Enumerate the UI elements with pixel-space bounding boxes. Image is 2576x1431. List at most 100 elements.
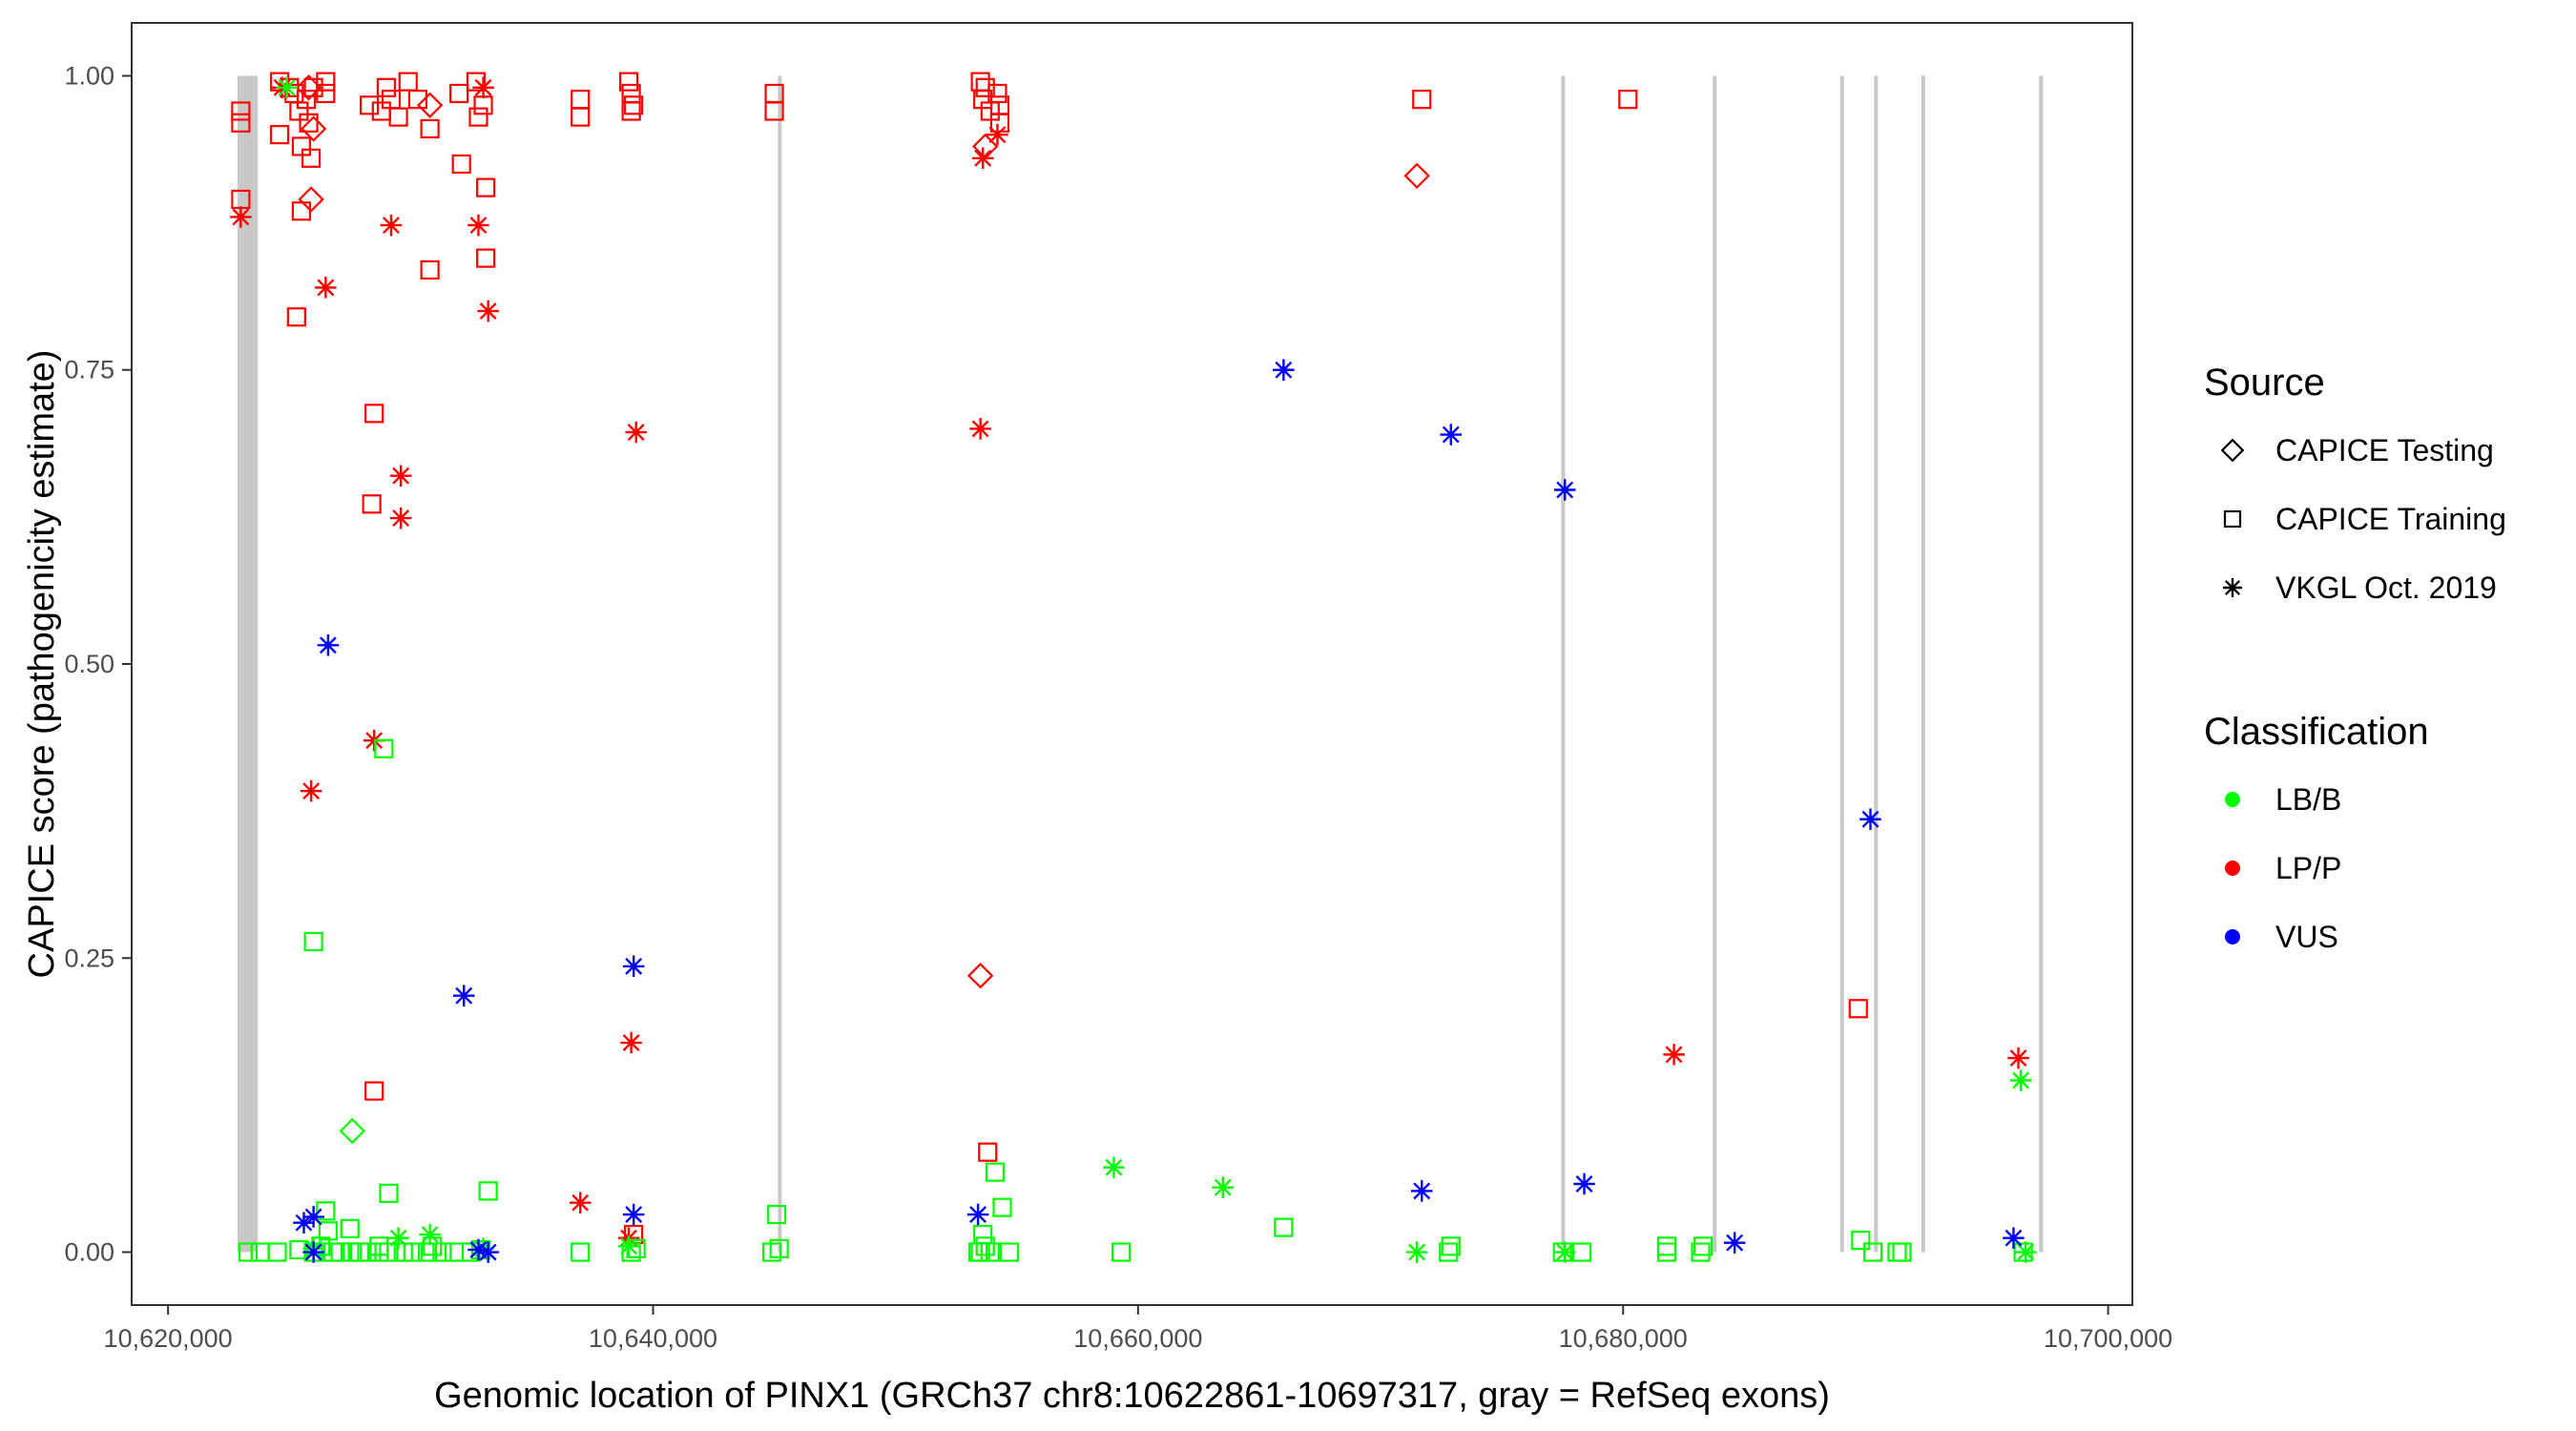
data-point (300, 115, 327, 142)
exon-layer (237, 75, 2044, 1253)
data-point (302, 1206, 324, 1228)
data-point (1693, 1236, 1714, 1256)
data-point (571, 107, 591, 127)
data-point (379, 1242, 399, 1262)
axis-layer: 10,620,000 10,640,000 10,660,000 10,680,000… (64, 61, 2172, 1353)
data-point (1656, 1242, 1677, 1262)
y-tick-label: 0.75 (64, 356, 114, 384)
data-point (403, 1242, 423, 1262)
series-square-lp-p (231, 72, 1868, 1245)
data-point (449, 83, 469, 104)
exon-3 (1561, 75, 1566, 1253)
data-point (420, 118, 440, 139)
data-point (238, 1242, 259, 1262)
data-point (318, 1221, 338, 1241)
data-point (624, 95, 644, 115)
data-point (1273, 359, 1295, 381)
data-point (622, 1203, 645, 1226)
data-point (625, 421, 647, 444)
data-point (621, 101, 641, 121)
data-point (374, 738, 394, 758)
data-point (571, 90, 591, 110)
exon-4 (1713, 75, 1717, 1253)
legend-key-square (2223, 509, 2242, 529)
data-point (1553, 1241, 1576, 1263)
data-point (987, 123, 1008, 146)
exon-2 (778, 75, 782, 1253)
data-point (769, 1238, 789, 1258)
data-point (388, 107, 408, 127)
data-point (330, 1242, 350, 1262)
data-point (1411, 1180, 1433, 1202)
data-point (1103, 1156, 1125, 1178)
series-diamond-lb-b (339, 1117, 366, 1145)
data-point (1405, 1241, 1428, 1263)
x-tick-label: 10,640,000 (589, 1324, 717, 1353)
data-point (371, 101, 391, 121)
data-point (444, 1242, 465, 1262)
data-point (369, 1242, 389, 1262)
y-tick-label: 0.25 (64, 944, 114, 972)
data-point (980, 1242, 1000, 1262)
legend-source: Source CAPICE Testing CAPICE Training VKGL … (2204, 362, 2506, 605)
data-point (467, 1238, 489, 1261)
data-point (364, 404, 384, 424)
data-point (339, 1117, 366, 1145)
series-asterisk-lp-p (230, 76, 2029, 1249)
legend-key-dot (2225, 861, 2240, 876)
y-axis-title: CAPICE score (pathogenicity estimate) (22, 350, 62, 979)
data-point (477, 1241, 499, 1263)
data-point (571, 1242, 591, 1262)
exon-8 (2039, 75, 2044, 1253)
data-point (473, 95, 493, 115)
data-point (1887, 1242, 1907, 1262)
data-point (472, 76, 494, 99)
data-point (381, 90, 402, 110)
data-point (970, 1242, 990, 1262)
data-point (1723, 1232, 1746, 1254)
data-point (1691, 1242, 1711, 1262)
data-point (269, 125, 290, 145)
y-tick-label: 0.00 (64, 1238, 114, 1267)
data-point (468, 107, 488, 127)
data-point (359, 95, 380, 115)
data-point (230, 206, 252, 228)
data-point (291, 136, 312, 156)
data-point (1859, 808, 1881, 831)
legend-label: VUS (2275, 920, 2338, 954)
data-point (289, 101, 309, 121)
data-point (419, 1223, 441, 1246)
data-point (1663, 1044, 1685, 1066)
plot-panel-border (131, 22, 2133, 1306)
series-asterisk-vus (293, 359, 2025, 1263)
data-point (316, 1201, 336, 1221)
data-point (389, 465, 412, 487)
x-axis-title: Genomic location of PINX1 (GRCh37 chr8:1… (434, 1376, 1830, 1416)
x-tick-label: 10,700,000 (2044, 1324, 2172, 1353)
y-tick-label: 1.00 (64, 61, 114, 90)
data-point (379, 1183, 399, 1203)
data-point (761, 1242, 782, 1262)
data-point (293, 1212, 315, 1234)
data-point (432, 1242, 452, 1262)
data-point (466, 72, 487, 92)
data-point (1439, 1242, 1459, 1262)
data-point (340, 1218, 360, 1238)
x-tick-label: 10,680,000 (1559, 1324, 1688, 1353)
data-point (231, 101, 251, 121)
data-point (978, 1142, 998, 1162)
data-point (1851, 1231, 1871, 1251)
legend-key-asterisk (2223, 578, 2242, 597)
data-point (2009, 1069, 2032, 1091)
data-point (1274, 1217, 1294, 1237)
data-point (992, 1197, 1012, 1217)
data-point (476, 177, 496, 197)
data-point (376, 77, 396, 97)
data-point (398, 72, 418, 92)
x-tick-label: 10,620,000 (104, 1324, 233, 1353)
data-point (1862, 1242, 1883, 1262)
series-square-lb-b (238, 738, 2033, 1262)
data-point (317, 634, 340, 656)
data-point (301, 148, 322, 168)
